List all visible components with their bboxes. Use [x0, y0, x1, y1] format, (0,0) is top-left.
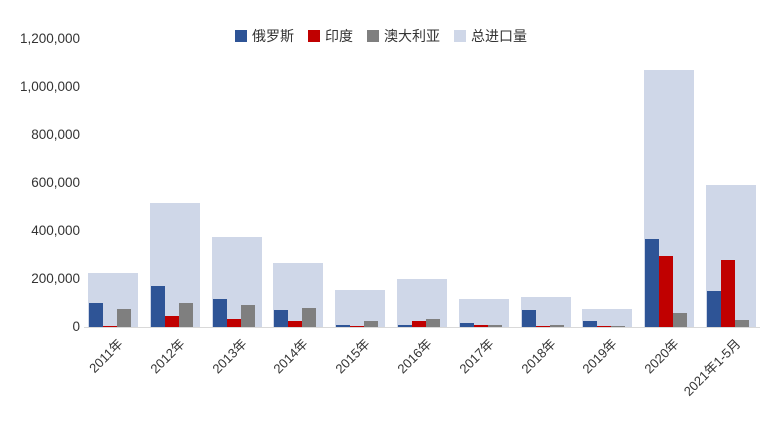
series-bar: [178, 303, 193, 327]
series-bar: [164, 316, 179, 327]
legend-swatch-icon: [235, 30, 247, 42]
series-bar: [103, 325, 117, 327]
y-tick-label: 800,000: [31, 127, 80, 142]
x-tick-label: 2018年: [518, 336, 559, 377]
bar-group: 2011年: [86, 39, 138, 376]
series-bar: [459, 323, 474, 327]
series-bar: [240, 305, 255, 327]
series-bar: [411, 321, 426, 327]
plot-area: 2011年 2012年 2013年 2014年 2015年 2016年 2017年 2018年…: [84, 39, 760, 399]
y-tick-label: 1,000,000: [19, 79, 80, 94]
series-bar: [397, 325, 412, 327]
x-tick-label: 2019年: [579, 336, 621, 377]
x-tick-label: 2020年: [641, 336, 682, 377]
bar-group: 2013年: [209, 39, 262, 376]
bar-group: 2018年: [518, 39, 571, 376]
legend-item: 澳大利亚: [367, 26, 440, 46]
legend-item: 印度: [308, 26, 353, 46]
series-bar: [150, 286, 165, 327]
series-bar: [645, 239, 660, 327]
bar-group: 2020年: [642, 39, 695, 376]
x-axis-line: [84, 327, 760, 328]
y-tick-label: 1,200,000: [19, 31, 80, 46]
x-tick-label: 2014年: [270, 336, 312, 377]
series-bar: [659, 256, 674, 327]
series-bar: [425, 318, 440, 327]
legend-swatch-icon: [454, 30, 466, 42]
series-bar: [521, 310, 536, 327]
bar-group: 2014年: [271, 39, 324, 376]
series-bar: [673, 312, 688, 327]
y-tick-label: 200,000: [31, 271, 80, 286]
series-bar: [473, 325, 488, 327]
x-tick-label: 2013年: [209, 336, 250, 377]
legend: 俄罗斯 印度 澳大利亚 总进口量: [0, 26, 762, 46]
series-bar: [364, 321, 379, 327]
bar-group: 2012年: [147, 39, 200, 376]
series-bar: [117, 309, 131, 327]
y-tick-label: 0: [72, 319, 80, 334]
series-bar: [583, 321, 598, 327]
series-bar: [549, 325, 564, 327]
series-bar: [274, 310, 289, 327]
series-bar: [734, 319, 749, 327]
bar-groups: 2011年 2012年 2013年 2014年 2015年 2016年 2017年 2018年…: [86, 39, 756, 399]
series-bar: [535, 326, 550, 327]
bar-group: 2017年: [456, 39, 509, 376]
legend-item: 总进口量: [454, 26, 527, 46]
series-bar: [350, 325, 365, 327]
total-import-bar: [335, 289, 386, 327]
series-bar: [611, 325, 626, 327]
series-bar: [226, 318, 241, 327]
legend-label: 印度: [325, 28, 353, 44]
series-bar: [288, 321, 303, 327]
x-tick-label: 2021年1-5月: [680, 336, 744, 399]
legend-item: 俄罗斯: [235, 26, 294, 46]
series-bar: [212, 299, 227, 327]
series-bar: [706, 291, 721, 327]
legend-swatch-icon: [367, 30, 379, 42]
y-tick-label: 600,000: [31, 175, 80, 190]
y-tick-label: 400,000: [31, 223, 80, 238]
series-bar: [597, 325, 612, 327]
x-tick-label: 2015年: [332, 336, 373, 377]
bar-group: 2015年: [333, 39, 386, 376]
x-tick-label: 2011年: [86, 336, 126, 376]
series-bar: [720, 259, 735, 327]
series-bar: [89, 303, 103, 327]
bar-group: 2019年: [580, 39, 633, 376]
legend-label: 总进口量: [471, 28, 527, 44]
total-import-bar: [458, 299, 509, 327]
series-bar: [336, 324, 351, 327]
legend-label: 澳大利亚: [384, 28, 440, 44]
series-bar: [302, 307, 317, 327]
legend-label: 俄罗斯: [252, 28, 294, 44]
x-tick-label: 2017年: [456, 336, 497, 377]
x-tick-label: 2012年: [147, 336, 188, 377]
legend-swatch-icon: [308, 30, 320, 42]
bar-group: 2021年1-5月: [681, 39, 756, 399]
series-bar: [487, 324, 502, 327]
bar-group: 2016年: [394, 39, 447, 376]
x-tick-label: 2016年: [394, 336, 435, 377]
